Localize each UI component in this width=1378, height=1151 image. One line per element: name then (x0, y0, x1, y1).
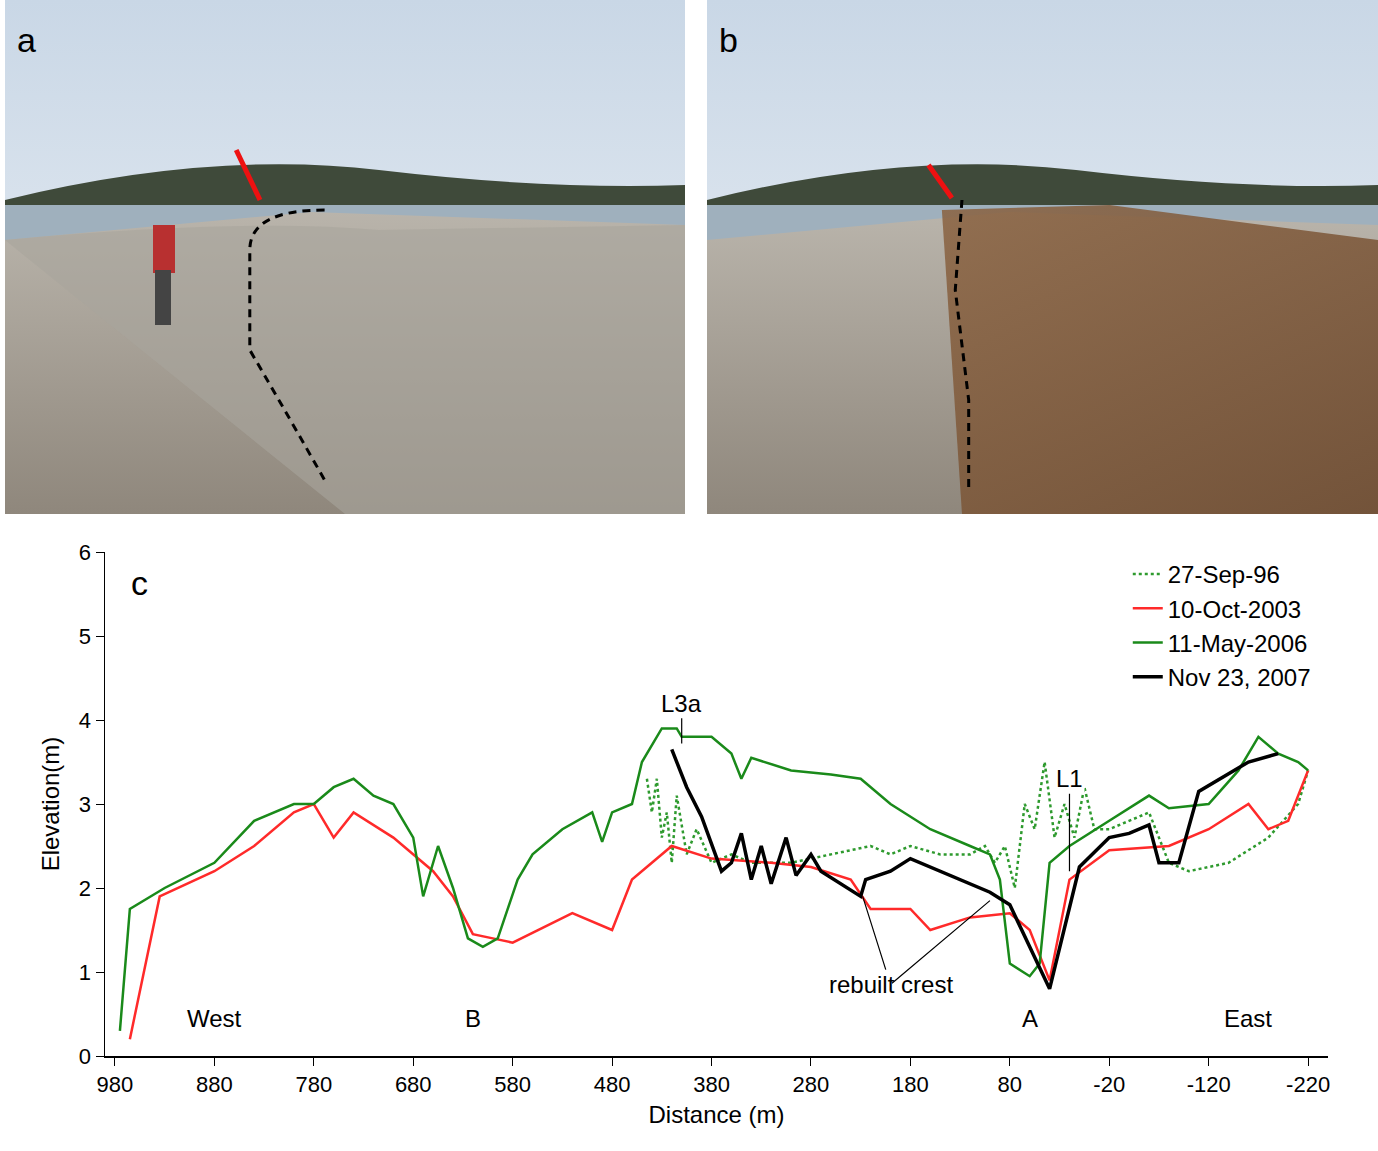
svg-text:480: 480 (594, 1072, 631, 1097)
svg-text:L1: L1 (1056, 765, 1083, 792)
svg-text:3: 3 (79, 792, 91, 817)
svg-text:2: 2 (79, 876, 91, 901)
svg-text:-20: -20 (1093, 1072, 1125, 1097)
svg-text:5: 5 (79, 624, 91, 649)
svg-text:B: B (465, 1005, 481, 1032)
svg-text:A: A (1022, 1005, 1038, 1032)
svg-text:0: 0 (79, 1044, 91, 1069)
svg-text:West: West (187, 1005, 242, 1032)
svg-text:680: 680 (395, 1072, 432, 1097)
svg-text:1: 1 (79, 960, 91, 985)
svg-text:rebuilt crest: rebuilt crest (829, 971, 953, 998)
svg-text:11-May-2006: 11-May-2006 (1168, 630, 1308, 657)
svg-text:-220: -220 (1286, 1072, 1330, 1097)
svg-text:380: 380 (693, 1072, 730, 1097)
svg-text:180: 180 (892, 1072, 929, 1097)
svg-text:4: 4 (79, 708, 91, 733)
svg-text:10-Oct-2003: 10-Oct-2003 (1168, 596, 1301, 623)
svg-text:L3a: L3a (661, 690, 702, 717)
svg-text:80: 80 (998, 1072, 1022, 1097)
svg-text:a: a (17, 21, 36, 59)
svg-text:980: 980 (97, 1072, 134, 1097)
svg-text:280: 280 (793, 1072, 830, 1097)
svg-text:b: b (719, 21, 738, 59)
svg-text:Nov 23, 2007: Nov 23, 2007 (1168, 664, 1311, 691)
svg-text:East: East (1224, 1005, 1272, 1032)
svg-text:Distance (m): Distance (m) (648, 1101, 784, 1128)
svg-text:c: c (131, 564, 148, 602)
svg-text:27-Sep-96: 27-Sep-96 (1168, 561, 1280, 588)
svg-text:780: 780 (295, 1072, 332, 1097)
svg-text:-120: -120 (1187, 1072, 1231, 1097)
svg-text:580: 580 (494, 1072, 531, 1097)
svg-text:Elevation(m): Elevation(m) (37, 737, 64, 872)
svg-text:880: 880 (196, 1072, 233, 1097)
svg-text:6: 6 (79, 540, 91, 565)
